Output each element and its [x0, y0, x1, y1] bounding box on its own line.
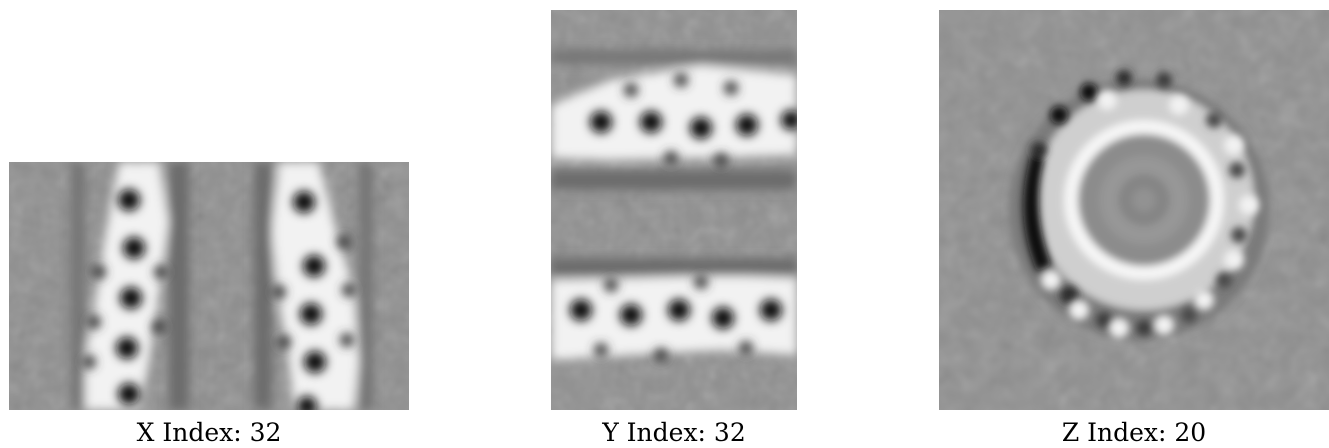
y-index-label: Y Index: 32 [602, 418, 746, 447]
y-slice-image [551, 10, 797, 410]
z-slice-image [939, 10, 1329, 410]
z-index-label: Z Index: 20 [1061, 418, 1207, 447]
x-slice-image [9, 162, 409, 410]
x-index-label: X Index: 32 [136, 418, 282, 447]
